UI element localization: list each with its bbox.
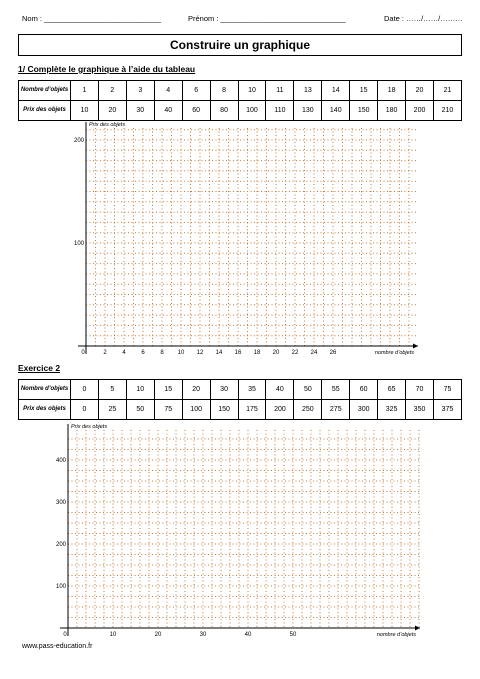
prix-cell: 75: [153, 399, 183, 420]
prix-cell: 20: [97, 100, 127, 121]
nombre-cell: 18: [377, 80, 407, 101]
nombre-cell: 10: [125, 379, 155, 400]
x-tick-label: 24: [311, 350, 318, 356]
prix-cell: 275: [321, 399, 351, 420]
nombre-cell: 75: [432, 379, 463, 400]
prix-cell: 350: [405, 399, 434, 420]
prix-cell: 325: [377, 399, 407, 420]
nombre-cell: 13: [293, 80, 323, 101]
y-axis-label: Prix des objets: [89, 122, 125, 128]
x-tick-label: 12: [197, 350, 204, 356]
prix-cell: 375: [432, 399, 463, 420]
prix-cell: 60: [181, 100, 211, 121]
prix-cell: 0: [70, 399, 99, 420]
prix-cell: 100: [237, 100, 267, 121]
prix-cell: 250: [293, 399, 323, 420]
x-axis-label: nombre d’objets: [377, 632, 416, 638]
x-axis-arrow: [413, 343, 418, 349]
x-tick-label: 20: [155, 632, 162, 638]
page-title: Construire un graphique: [18, 34, 462, 56]
exercise1-table: Nombre d’objets 1 2 3 4 6 8 10 11 13 14 15 18 20 21 Pr…: [18, 80, 463, 121]
y-tick-label: 400: [56, 458, 67, 464]
prix-cell: 200: [265, 399, 295, 420]
nombre-cell: 60: [349, 379, 379, 400]
nombre-cell: 6: [181, 80, 211, 101]
x-tick-label: 40: [245, 632, 252, 638]
prix-cell: 25: [97, 399, 127, 420]
nombre-cell: 30: [209, 379, 239, 400]
x-tick-label: 6: [141, 350, 145, 356]
nombre-cell: 20: [181, 379, 211, 400]
nombre-cell: 5: [97, 379, 127, 400]
x-tick-label: 20: [273, 350, 280, 356]
x-tick-label: 10: [110, 632, 117, 638]
x-axis-arrow: [415, 625, 420, 631]
prix-cell: 210: [432, 100, 463, 121]
row-label-nombre: Nombre d’objets: [18, 80, 71, 101]
x-tick-label: 18: [254, 350, 261, 356]
x-tick-label: 0: [81, 350, 85, 356]
y-axis-label: Prix des objets: [71, 424, 107, 430]
nombre-cell: 15: [153, 379, 183, 400]
y-tick-label: 100: [74, 241, 85, 247]
nom-field[interactable]: Nom : ____________________________: [22, 14, 161, 23]
nombre-cell: 11: [265, 80, 295, 101]
x-tick-label: 0: [63, 632, 67, 638]
nombre-cell: 70: [405, 379, 434, 400]
x-axis-label: nombre d’objets: [375, 350, 414, 356]
nombre-cell: 40: [265, 379, 295, 400]
nombre-cell: 8: [209, 80, 239, 101]
exercise1-heading: 1/ Complète le graphique à l’aide du tab…: [18, 64, 196, 74]
prix-cell: 100: [181, 399, 211, 420]
y-tick-label: 200: [56, 542, 67, 548]
nombre-cell: 55: [321, 379, 351, 400]
nombre-cell: 2: [97, 80, 127, 101]
date-field[interactable]: Date : ……/……/………: [384, 14, 463, 23]
nombre-cell: 35: [237, 379, 267, 400]
footer-url: www.pass-education.fr: [22, 643, 93, 650]
nombre-cell: 65: [377, 379, 407, 400]
nombre-cell: 0: [70, 379, 99, 400]
row-label-nombre: Nombre d’objets: [18, 379, 71, 400]
row-label-prix: Prix des objets: [18, 399, 71, 420]
prix-cell: 300: [349, 399, 379, 420]
nombre-cell: 4: [153, 80, 183, 101]
nombre-cell: 15: [349, 80, 379, 101]
x-tick-label: 22: [292, 350, 299, 356]
x-tick-label: 16: [235, 350, 242, 356]
prenom-field[interactable]: Prénom : ______________________________: [188, 14, 346, 23]
prix-cell: 150: [209, 399, 239, 420]
prix-cell: 180: [377, 100, 407, 121]
nombre-cell: 50: [293, 379, 323, 400]
prix-cell: 30: [125, 100, 155, 121]
nombre-cell: 1: [70, 80, 99, 101]
exercise2-table: Nombre d’objets 0 5 10 15 20 30 35 40 50 55 60 65 70 7…: [18, 379, 463, 420]
nombre-cell: 20: [405, 80, 434, 101]
x-tick-label: 30: [200, 632, 207, 638]
exercise2-heading: Exercice 2: [18, 363, 61, 373]
x-tick-label: 50: [290, 632, 297, 638]
nombre-cell: 3: [125, 80, 155, 101]
x-tick-label: 10: [178, 350, 185, 356]
x-tick-label: 26: [330, 350, 337, 356]
x-tick-label: 4: [122, 350, 126, 356]
x-tick-label: 14: [216, 350, 223, 356]
prix-cell: 175: [237, 399, 267, 420]
x-tick-label: 2: [103, 350, 107, 356]
row-label-prix: Prix des objets: [18, 100, 71, 121]
y-tick-label: 200: [74, 138, 85, 144]
nombre-cell: 10: [237, 80, 267, 101]
y-tick-label: 300: [56, 500, 67, 506]
prix-cell: 50: [125, 399, 155, 420]
nombre-cell: 14: [321, 80, 351, 101]
y-tick-label: 100: [56, 584, 67, 590]
x-tick-label: 8: [160, 350, 164, 356]
nombre-cell: 21: [432, 80, 463, 101]
